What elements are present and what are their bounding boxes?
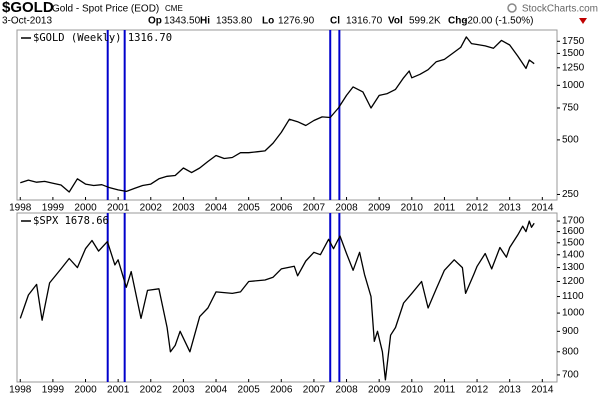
- y-tick-label: 750: [562, 103, 579, 114]
- x-tick-label: 2008: [335, 385, 358, 396]
- x-tick-label: 2007: [303, 203, 326, 214]
- y-tick-label: 1300: [562, 262, 585, 273]
- x-tick-label: 2011: [434, 203, 456, 214]
- symbol: $GOLD: [2, 0, 54, 16]
- y-tick-label: 1200: [562, 276, 585, 287]
- y-tick-label: 1400: [562, 249, 585, 260]
- quote-value: 1276.90: [278, 16, 315, 27]
- y-tick-label: 1000: [562, 308, 585, 319]
- x-tick-label: 2007: [303, 385, 326, 396]
- quote-label: Chg: [448, 16, 467, 27]
- x-tick-label: 2009: [368, 385, 391, 396]
- quote-label: Hi: [200, 16, 210, 27]
- date: 3-Oct-2013: [2, 16, 52, 27]
- x-tick-label: 2004: [205, 385, 228, 396]
- x-tick-label: 2013: [499, 203, 522, 214]
- x-tick-label: 1998: [9, 385, 32, 396]
- legend-label: $SPX 1678.66: [33, 215, 109, 227]
- exchange: CME: [165, 4, 183, 13]
- quote: Op 1343.50 Hi 1353.80 Lo 1276.90 Cl 1316.70 Vol 5…: [148, 16, 533, 27]
- y-tick-label: 1100: [562, 291, 584, 302]
- x-tick-label: 2014: [531, 385, 554, 396]
- y-tick-label: 1700: [562, 216, 585, 227]
- quote-label: Vol: [388, 16, 403, 27]
- y-tick-label: 900: [562, 326, 579, 337]
- x-tick-label: 1999: [42, 203, 65, 214]
- quote-label: Op: [148, 16, 162, 27]
- x-tick-label: 2001: [107, 203, 130, 214]
- x-tick-label: 2005: [238, 385, 261, 396]
- y-tick-label: 1500: [562, 237, 585, 248]
- watermark: StockCharts.com: [522, 4, 598, 15]
- plot-frame: [16, 212, 558, 383]
- quote-label: Lo: [262, 16, 274, 27]
- x-tick-label: 2010: [401, 385, 424, 396]
- x-tick-label: 2000: [74, 203, 97, 214]
- legend-label: $GOLD (Weekly) 1316.70: [33, 32, 172, 44]
- x-tick-label: 1999: [42, 385, 65, 396]
- x-tick-label: 2005: [238, 203, 261, 214]
- x-tick-label: 2002: [140, 203, 163, 214]
- quote-value: 1343.50: [164, 16, 201, 27]
- y-tick-label: 1250: [562, 62, 585, 73]
- x-tick-label: 2006: [270, 385, 293, 396]
- price-line: [20, 36, 535, 193]
- x-tick-label: 1998: [9, 203, 32, 214]
- x-tick-label: 2006: [270, 203, 293, 214]
- price-line: [19, 220, 535, 381]
- y-tick-label: 1000: [562, 80, 585, 91]
- logo: [507, 3, 517, 13]
- quote-value: 599.2K: [409, 16, 441, 27]
- y-tick-label: 700: [562, 370, 579, 381]
- quote-value: 1316.70: [346, 16, 383, 27]
- x-tick-label: 2012: [466, 385, 489, 396]
- x-tick-label: 2000: [74, 385, 97, 396]
- x-tick-label: 2003: [172, 203, 195, 214]
- y-tick-label: 1500: [562, 48, 585, 59]
- y-tick-label: 800: [562, 346, 579, 357]
- x-tick-label: 2013: [499, 385, 522, 396]
- x-tick-label: 2012: [466, 203, 489, 214]
- quote-value: -20.00 (-1.50%): [464, 16, 533, 27]
- x-tick-label: 2014: [531, 203, 554, 214]
- x-tick-label: 2010: [401, 203, 424, 214]
- x-tick-label: 2004: [205, 203, 228, 214]
- plot-frame: [16, 29, 558, 201]
- x-tick-label: 2001: [107, 385, 130, 396]
- x-tick-label: 2008: [335, 203, 358, 214]
- security-name: Gold - Spot Price (EOD): [52, 4, 159, 15]
- x-tick-label: 2002: [140, 385, 163, 396]
- y-tick-label: 1750: [562, 36, 585, 47]
- x-tick-label: 2003: [172, 385, 195, 396]
- y-tick-label: 500: [562, 135, 579, 146]
- y-tick-label: 1600: [562, 226, 585, 237]
- x-tick-label: 2011: [434, 385, 456, 396]
- x-tick-label: 2009: [368, 203, 391, 214]
- quote-value: 1353.80: [216, 16, 253, 27]
- quote-label: Cl: [330, 16, 340, 27]
- y-tick-label: 250: [562, 189, 579, 200]
- down-arrow: [579, 18, 587, 24]
